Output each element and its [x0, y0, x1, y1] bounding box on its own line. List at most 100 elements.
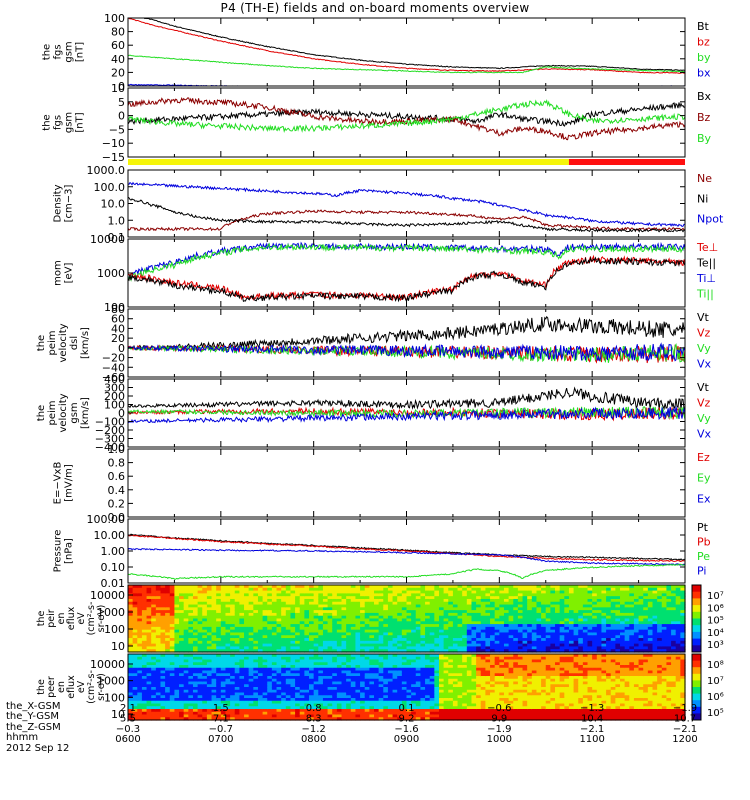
spectrogram-cell — [192, 700, 199, 705]
spectrogram-cell — [392, 681, 398, 685]
spectrogram-cell — [480, 638, 487, 642]
spectrogram-cell — [360, 703, 366, 707]
spectrogram-cell — [545, 598, 551, 603]
spectrogram-cell — [476, 621, 482, 625]
spectrogram-cell — [392, 624, 398, 628]
spectrogram-cell — [322, 601, 329, 606]
spectrogram-cell — [332, 598, 338, 603]
spectrogram-cell — [647, 626, 654, 631]
spectrogram-cell — [220, 626, 227, 631]
spectrogram-cell — [183, 711, 189, 716]
spectrogram-cell — [434, 607, 440, 611]
spectrogram-cell — [401, 695, 408, 699]
spectrogram-cell — [429, 717, 435, 721]
spectrogram-cell — [290, 670, 296, 674]
spectrogram-cell — [322, 706, 329, 710]
spectrogram-cell — [234, 700, 240, 705]
spectrogram-cell — [174, 632, 180, 636]
spectrogram-cell — [151, 610, 157, 614]
spectrogram-cell — [462, 626, 468, 631]
spectrogram-cell — [448, 587, 454, 592]
spectrogram-cell — [202, 604, 208, 608]
spectrogram-cell — [559, 607, 565, 611]
spectrogram-cell — [522, 590, 528, 594]
spectrogram-cell — [183, 626, 189, 631]
spectrogram-cell — [364, 698, 370, 702]
spectrogram-cell — [276, 703, 282, 707]
spectrogram-cell — [573, 640, 579, 645]
spectrogram-cell — [262, 621, 268, 625]
spectrogram-cell — [202, 667, 208, 672]
spectrogram-cell — [606, 607, 612, 611]
spectrogram-cell — [457, 615, 463, 620]
spectrogram-cell — [434, 684, 440, 688]
spectrogram-cell — [438, 638, 445, 642]
spectrogram-cell — [299, 662, 305, 666]
spectrogram-cell — [350, 700, 357, 705]
spectrogram-cell — [401, 714, 408, 718]
spectrogram-cell — [392, 709, 398, 713]
spectrogram-cell — [387, 703, 394, 707]
spectrogram-cell — [485, 640, 491, 645]
spectrogram-cell — [647, 640, 654, 645]
spectrogram-cell — [206, 629, 213, 634]
spectrogram-cell — [374, 607, 380, 611]
spectrogram-cell — [304, 607, 310, 611]
spectrogram-cell — [285, 709, 292, 713]
spectrogram-cell — [216, 681, 222, 685]
spectrogram-cell — [206, 687, 213, 691]
spectrogram-cell — [216, 700, 222, 705]
spectrogram-cell — [183, 667, 189, 672]
spectrogram-cell — [457, 596, 463, 600]
spectrogram-cell — [615, 643, 621, 648]
spectrogram-cell — [448, 610, 454, 614]
spectrogram-cell — [216, 703, 222, 707]
spectrogram-cell — [155, 692, 162, 696]
spectrogram-cell — [341, 632, 347, 636]
spectrogram-cell — [383, 604, 389, 608]
spectrogram-cell — [318, 587, 324, 592]
spectrogram-cell — [188, 656, 194, 661]
spectrogram-cell — [155, 670, 162, 674]
spectrogram-cell — [425, 618, 431, 622]
spectrogram-cell — [392, 678, 398, 683]
spectrogram-cell — [438, 618, 445, 622]
spectrogram-cell — [211, 711, 217, 716]
spectrogram-cell — [633, 632, 640, 636]
spectrogram-cell — [141, 659, 148, 663]
spectrogram-cell — [313, 618, 319, 622]
spectrogram-cell — [169, 640, 176, 645]
spectrogram-cell — [128, 673, 134, 677]
spectrogram-cell — [202, 665, 208, 669]
spectrogram-cell — [276, 624, 282, 628]
spectrogram-cell — [211, 698, 217, 702]
spectrogram-cell — [397, 667, 403, 672]
spectrogram-cell — [299, 615, 305, 620]
spectrogram-cell — [244, 692, 250, 696]
spectrogram-cell — [216, 665, 222, 669]
spectrogram-cell — [360, 695, 366, 699]
spectrogram-cell — [397, 587, 403, 592]
spectrogram-cell — [374, 684, 380, 688]
spectrogram-cell — [471, 593, 477, 597]
spectrogram-cell — [397, 626, 403, 631]
spectrogram-cell — [466, 638, 473, 642]
spectrogram-cell — [304, 635, 310, 639]
spectrogram-cell — [188, 632, 194, 636]
spectrogram-cell — [406, 610, 412, 614]
spectrogram-cell — [137, 700, 143, 705]
spectrogram-cell — [244, 629, 250, 634]
spectrogram-cell — [401, 640, 408, 645]
spectrogram-cell — [392, 662, 398, 666]
colorbar-label-0-2: 10⁵ — [707, 616, 724, 627]
spectrogram-cell — [271, 670, 278, 674]
spectrogram-cell — [578, 598, 584, 603]
colorbar-cell-0 — [692, 616, 701, 619]
spectrogram-cell — [165, 587, 171, 592]
spectrogram-cell — [494, 593, 500, 597]
spectrogram-cell — [174, 692, 180, 696]
spectrogram-cell — [146, 667, 152, 672]
spectrogram-cell — [141, 646, 148, 650]
spectrogram-cell — [415, 678, 422, 683]
spectrogram-cell — [350, 676, 357, 680]
